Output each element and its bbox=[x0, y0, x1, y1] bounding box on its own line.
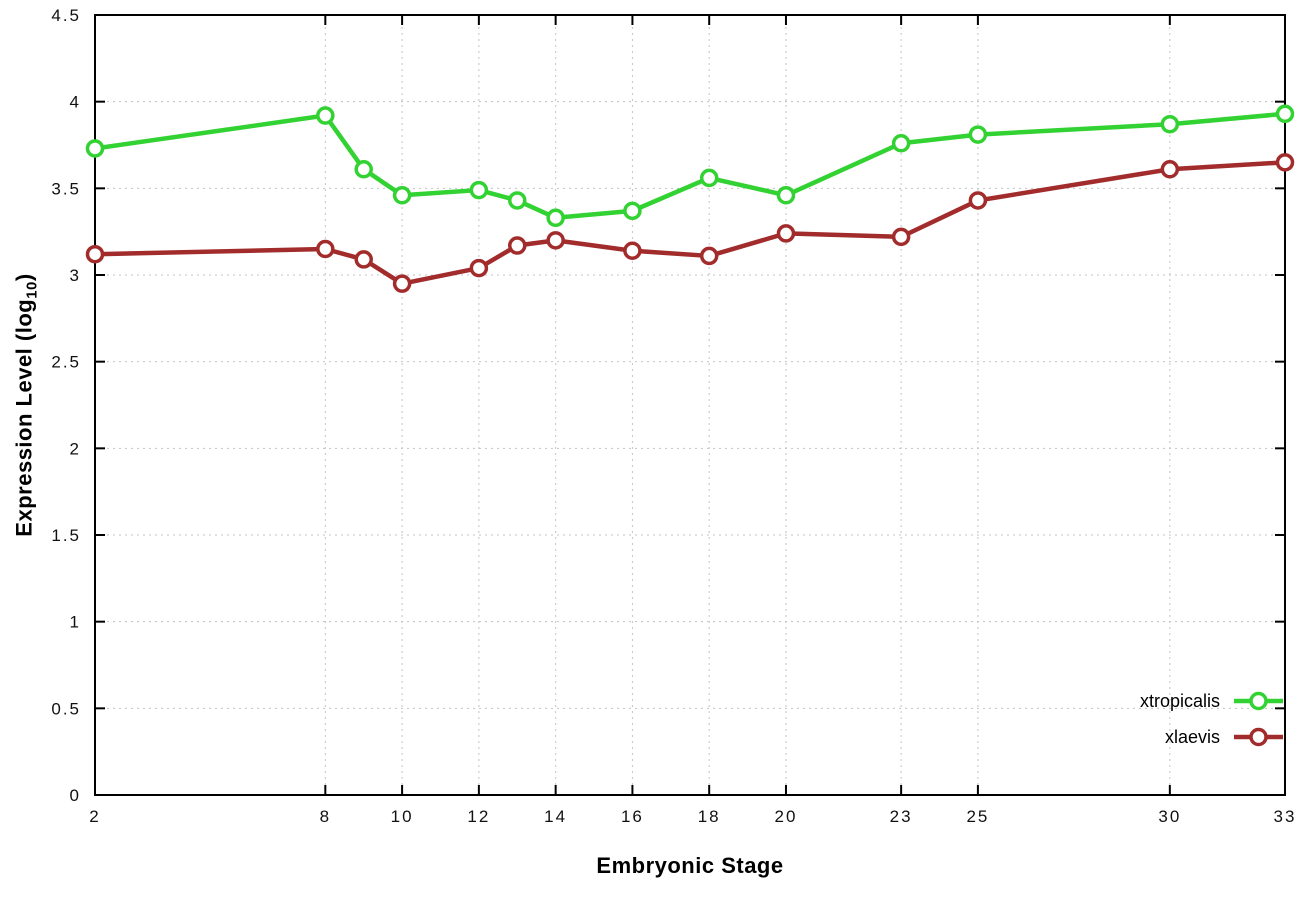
y-tick-label: 2.5 bbox=[51, 353, 81, 372]
grid-lines bbox=[94, 14, 1286, 796]
x-tick-label: 16 bbox=[621, 807, 644, 826]
y-axis-title: Expression Level (log10) bbox=[11, 273, 40, 536]
x-tick-label: 23 bbox=[890, 807, 913, 826]
y-tick-label: 1 bbox=[70, 613, 81, 632]
y-tick-label: 3 bbox=[70, 266, 81, 285]
y-tick-label: 0 bbox=[70, 786, 81, 805]
data-point-marker bbox=[546, 208, 565, 228]
data-point-marker bbox=[354, 160, 373, 179]
data-point-marker bbox=[623, 241, 642, 260]
x-tick-label: 30 bbox=[1158, 807, 1181, 826]
data-point-marker bbox=[392, 274, 412, 293]
y-tick-label: 2 bbox=[70, 439, 81, 458]
series-line bbox=[92, 160, 1288, 286]
data-point-marker bbox=[546, 231, 565, 250]
tick-marks bbox=[94, 14, 1286, 796]
tick-labels: 0 0.5 1 1.5 2 2.5 3 3.5 4 4.5 2 8 10 12 14 16 18 20 23 25 30… bbox=[51, 6, 1296, 826]
x-tick-label: 33 bbox=[1274, 807, 1296, 826]
x-tick-label: 10 bbox=[391, 807, 414, 826]
data-point-marker bbox=[623, 201, 642, 221]
x-tick-label: 8 bbox=[320, 807, 331, 826]
y-tick-label: 4 bbox=[70, 93, 81, 112]
legend-item-xtropicalis: xtropicalis bbox=[1140, 691, 1283, 711]
legend-marker-sample bbox=[1249, 691, 1268, 711]
data-point-marker bbox=[968, 191, 988, 210]
legend: xtropicalis xlaevis bbox=[1140, 691, 1283, 747]
legend-marker-sample bbox=[1249, 727, 1268, 747]
data-point-marker bbox=[469, 180, 489, 200]
x-tick-label: 2 bbox=[89, 807, 100, 826]
series-xtropicalis bbox=[85, 104, 1295, 228]
data-point-marker bbox=[1160, 114, 1180, 134]
y-axis-title-text: Expression Level (log bbox=[11, 298, 37, 537]
data-point-marker bbox=[316, 239, 335, 259]
data-point-marker bbox=[1275, 153, 1295, 172]
data-point-marker bbox=[699, 246, 719, 266]
data-point-marker bbox=[699, 168, 719, 188]
data-point-marker bbox=[776, 186, 796, 205]
legend-item-xlaevis: xlaevis bbox=[1165, 727, 1283, 747]
y-tick-label: 1.5 bbox=[51, 526, 81, 545]
data-point-marker bbox=[891, 134, 911, 153]
data-point-marker bbox=[891, 227, 911, 247]
y-tick-label: 0.5 bbox=[51, 699, 81, 718]
x-tick-label: 25 bbox=[966, 807, 989, 826]
y-axis-title-close: ) bbox=[11, 273, 37, 282]
series-xlaevis bbox=[85, 153, 1295, 293]
y-tick-label: 3.5 bbox=[51, 179, 81, 198]
data-point-marker bbox=[776, 224, 796, 243]
x-tick-label: 18 bbox=[698, 807, 721, 826]
x-tick-label: 12 bbox=[467, 807, 490, 826]
y-axis-title-subscript: 10 bbox=[23, 281, 41, 299]
series-line bbox=[92, 111, 1288, 221]
data-point-marker bbox=[1275, 104, 1295, 124]
y-tick-label: 4.5 bbox=[51, 6, 81, 25]
data-point-marker bbox=[469, 258, 489, 278]
plot-border bbox=[94, 14, 1286, 796]
data-point-marker bbox=[85, 244, 105, 264]
data-point-marker bbox=[508, 236, 527, 255]
data-point-marker bbox=[316, 106, 335, 125]
x-axis-title: Embryonic Stage bbox=[596, 853, 784, 878]
data-point-marker bbox=[968, 125, 988, 144]
data-point-marker bbox=[354, 250, 373, 269]
x-tick-label: 20 bbox=[775, 807, 798, 826]
data-point-marker bbox=[85, 139, 105, 158]
legend-label: xlaevis bbox=[1165, 727, 1220, 747]
data-point-marker bbox=[508, 191, 527, 210]
legend-label: xtropicalis bbox=[1140, 691, 1220, 711]
data-point-marker bbox=[1160, 160, 1180, 179]
x-tick-label: 14 bbox=[544, 807, 567, 826]
data-point-marker bbox=[392, 186, 412, 205]
